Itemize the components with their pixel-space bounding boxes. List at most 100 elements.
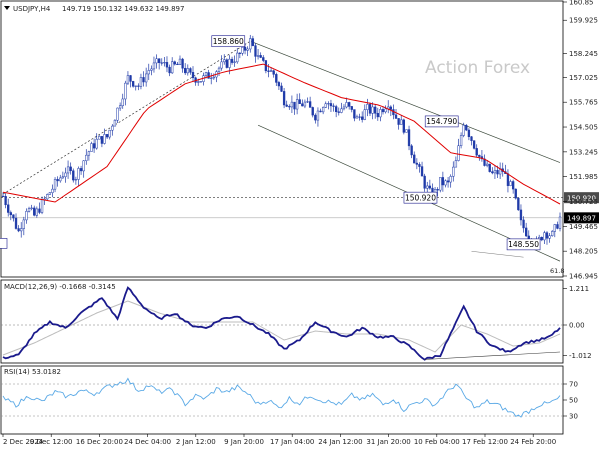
candle-body [400, 119, 403, 125]
candle-body [376, 113, 379, 118]
x-tick-label: 31 Jan 20:00 [366, 438, 410, 446]
candle-body [342, 106, 346, 110]
y-tick-label: 155.765 [569, 99, 598, 107]
candle-body [522, 219, 525, 229]
candle-body [267, 70, 270, 72]
candle-body [314, 114, 317, 121]
candle-body [129, 75, 132, 82]
y-tick-label: 159.925 [569, 17, 598, 25]
candle-body [358, 116, 361, 118]
candle-body [171, 61, 174, 74]
candle-body [168, 66, 171, 74]
macd-tick-label: -1.012 [569, 352, 592, 360]
candle-body [150, 68, 153, 71]
y-tick-label: 160.85 [569, 0, 594, 7]
candle-body [420, 166, 424, 177]
candle-body [98, 136, 101, 140]
candle-body [33, 207, 36, 216]
candle-body [191, 72, 195, 79]
candle-body [262, 57, 265, 61]
candle-body [558, 216, 562, 229]
candle-body [321, 107, 325, 113]
candle-body [233, 61, 236, 63]
candle-body [4, 195, 7, 206]
y-tick-label: 149.465 [569, 223, 598, 231]
candle-body [272, 70, 275, 75]
candle-body [66, 166, 70, 174]
rsi-tick-label: 50 [569, 397, 578, 405]
candle-body [152, 62, 156, 70]
candle-body [269, 70, 273, 72]
candle-body [280, 85, 283, 92]
candle-body [158, 58, 161, 63]
candle-body [210, 77, 213, 79]
level-tag-box [403, 191, 438, 204]
candle-body [353, 109, 356, 119]
candle-body [59, 177, 62, 182]
candle-body [178, 58, 182, 66]
y-tick-label: 157.025 [569, 74, 598, 82]
candle-body [355, 116, 359, 119]
price-axis-tag [564, 192, 599, 204]
candle-body [418, 164, 421, 167]
candle-body [293, 101, 296, 110]
left-edge-tag [0, 238, 8, 249]
candle-body [410, 145, 413, 156]
candle-body [319, 110, 322, 113]
candle-body [53, 179, 57, 190]
candle-body [142, 77, 145, 83]
y-tick-label: 153.245 [569, 148, 598, 156]
level-tag-label: 158.860 [213, 37, 244, 46]
candle-body [124, 82, 127, 100]
candle-body [350, 106, 353, 110]
candle-body [77, 168, 80, 180]
candle-body [46, 194, 49, 200]
candle-body [90, 143, 93, 152]
candle-body [225, 59, 229, 68]
candle-body [553, 224, 556, 232]
candle-body [220, 61, 223, 69]
candle-body [64, 172, 67, 178]
candle-body [308, 101, 312, 108]
candle-body [426, 185, 429, 189]
candle-body [290, 101, 294, 108]
candle-body [348, 102, 351, 107]
candle-body [556, 224, 559, 229]
rsi-title: RSI(14) 53.0182 [4, 368, 61, 376]
candle-body [454, 160, 458, 168]
candle-body [14, 217, 18, 229]
moving-average-line [2, 63, 561, 205]
candle-body [511, 181, 515, 190]
candle-body [35, 208, 38, 216]
candle-body [282, 91, 286, 106]
candle-body [48, 192, 52, 195]
candle-body [496, 170, 499, 175]
candle-body [316, 110, 320, 121]
candle-body [243, 46, 247, 51]
macd-tick-label: 0.00 [569, 322, 585, 330]
candle-body [306, 101, 309, 103]
candle-body [113, 119, 117, 127]
macd-panel [0, 279, 564, 364]
candle-body [160, 62, 163, 64]
candle-body [259, 55, 262, 58]
candle-body [69, 166, 72, 172]
channel-upper-line [250, 40, 561, 163]
candle-body [30, 207, 33, 209]
rsi-tick-label: 30 [569, 413, 578, 421]
level-tag-box [211, 35, 246, 48]
candle-body [56, 179, 59, 182]
level-tag-box [506, 238, 541, 251]
candle-body [118, 105, 122, 109]
candle-body [345, 102, 348, 108]
candle-body [251, 38, 255, 46]
x-tick-label: 17 Jan 04:00 [270, 438, 314, 446]
candle-body [381, 109, 385, 113]
collapse-arrow-icon[interactable] [4, 6, 10, 10]
candle-body [459, 135, 463, 147]
candle-body [212, 76, 215, 79]
macd-divergence-line [424, 351, 561, 360]
candle-body [452, 166, 455, 177]
candle-body [428, 185, 432, 189]
candle-body [311, 107, 314, 116]
